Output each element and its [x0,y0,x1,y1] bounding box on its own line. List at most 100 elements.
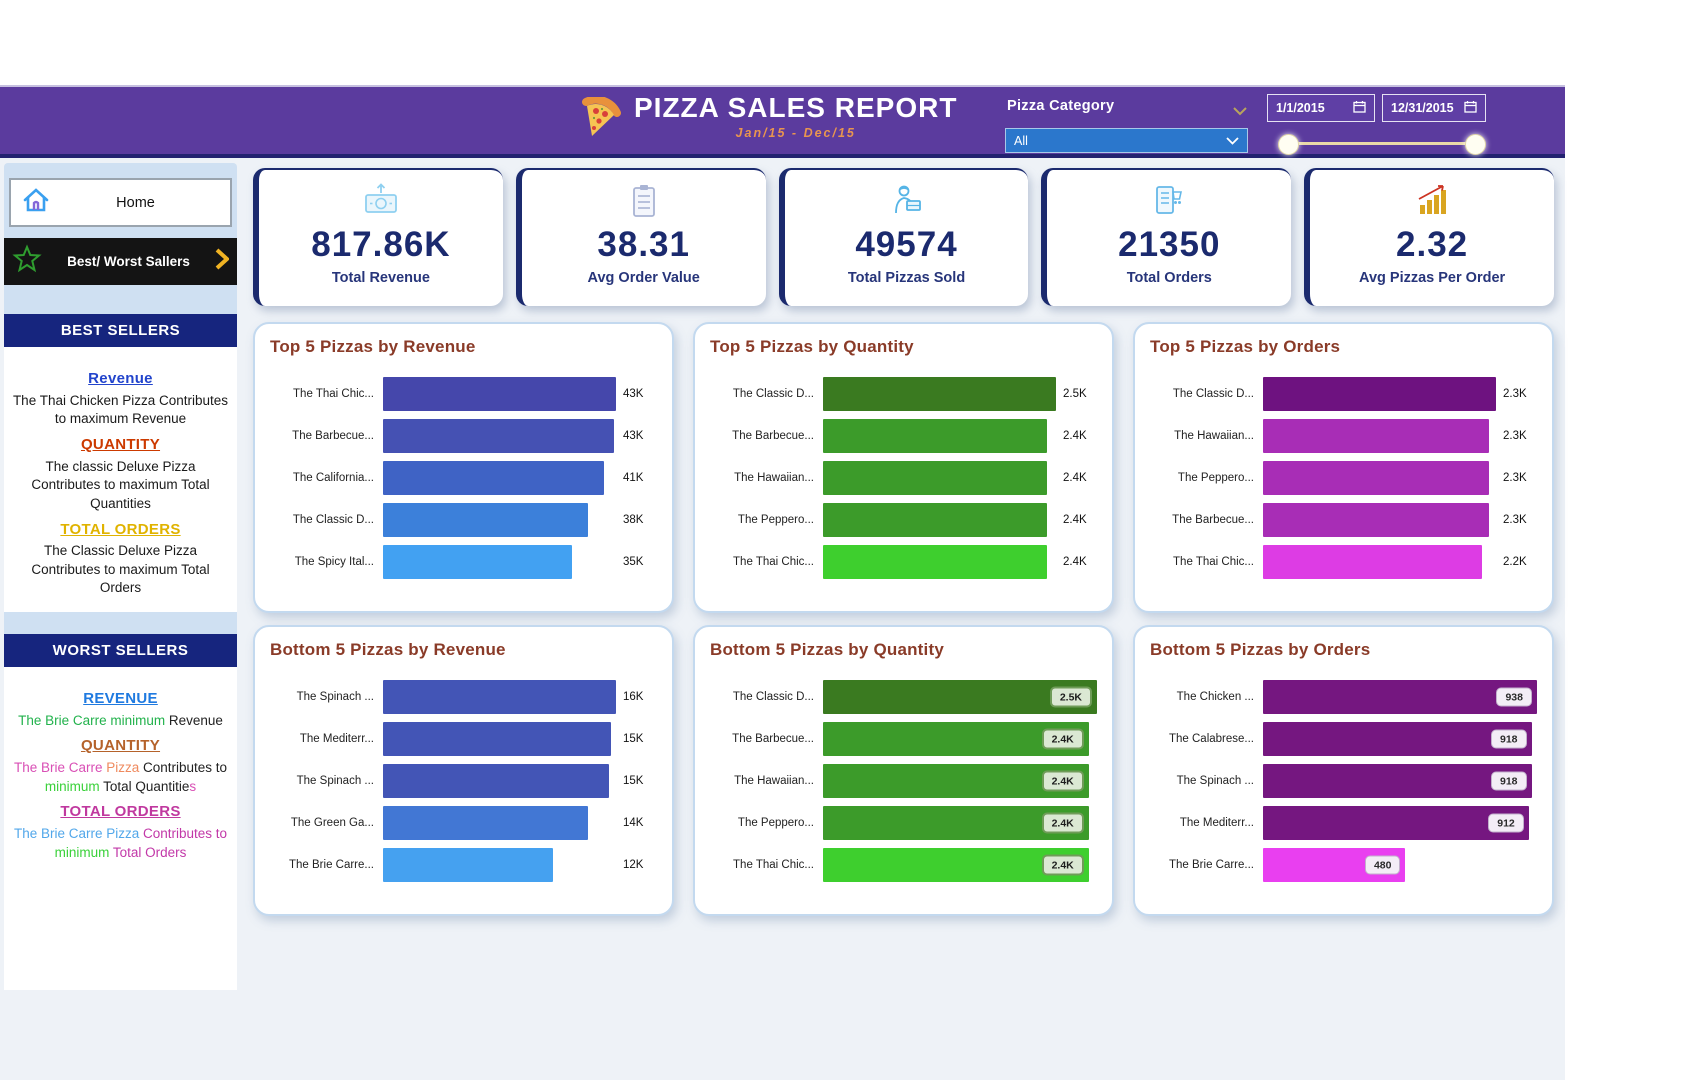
best-sellers-header: BEST SELLERS [4,314,237,347]
home-button[interactable]: Home [9,178,232,227]
calendar-icon[interactable] [1464,100,1477,116]
bar[interactable] [1263,419,1489,453]
bar[interactable] [383,503,589,537]
bar[interactable] [383,722,612,756]
bar-category-label: The Chicken ... [1176,691,1254,703]
bar[interactable]: 2.4K [823,722,1089,756]
kpi-avg-pizzas-per-order[interactable]: 2.32 Avg Pizzas Per Order [1304,168,1554,306]
bar[interactable] [823,419,1047,453]
report-header: PIZZA SALES REPORT Jan/15 - Dec/15 Pizza… [0,85,1565,158]
worst-quantity-title: QUANTITY [80,737,161,755]
best-orders-title: TOTAL ORDERS [60,520,181,538]
kpi-label: Avg Pizzas Per Order [1359,270,1506,287]
chart-grid: Top 5 Pizzas by Revenue The Thai Chic...… [253,322,1554,916]
bar[interactable]: 480 [1263,848,1406,882]
pizza-category-dropdown[interactable]: All [1005,128,1248,153]
best-worst-sellers-button[interactable]: Best/ Worst Sallers [4,238,237,285]
chart-row: The California... 41K [270,461,657,495]
kpi-total-revenue[interactable]: 817.86K Total Revenue [253,168,503,306]
kpi-total-pizzas-sold[interactable]: 49574 Total Pizzas Sold [778,168,1029,306]
bar-value-label: 14K [623,817,644,829]
bar[interactable] [383,806,589,840]
bar-track [383,680,616,714]
bar[interactable] [383,680,616,714]
bar-category-label: The Brie Carre... [289,859,374,871]
bar-category-label: The Green Ga... [290,817,374,829]
bar[interactable] [1263,461,1489,495]
date-range-slider[interactable] [1278,133,1486,155]
order-list-icon [1047,183,1291,225]
bar[interactable] [383,419,614,453]
bar[interactable] [383,545,572,579]
bar-category-label: The California... [292,472,374,484]
bar-value-label: 35K [623,556,644,568]
bar-value-label: 2.4K [1063,556,1087,568]
bar[interactable] [383,461,605,495]
bar[interactable] [823,461,1047,495]
bar[interactable] [383,764,609,798]
bar-category-label: The Thai Chic... [733,556,814,568]
chart-top5-revenue: Top 5 Pizzas by Revenue The Thai Chic...… [253,322,674,613]
bar-category-label: The Spinach ... [296,775,374,787]
bar[interactable]: 2.5K [823,680,1097,714]
chart-title: Bottom 5 Pizzas by Orders [1150,640,1371,659]
chart-row: The Spinach ... 16K [270,680,657,714]
bar-track [823,461,1056,495]
bar[interactable] [1263,503,1489,537]
chart-row: The Calabrese... 918 [1150,722,1537,756]
bar[interactable] [823,503,1047,537]
kpi-label: Total Revenue [331,270,430,287]
calendar-icon[interactable] [1353,100,1366,116]
slicer-menu-chevron-icon[interactable] [1233,103,1247,121]
bar-category-label: The Brie Carre... [1169,859,1254,871]
bar[interactable]: 918 [1263,764,1532,798]
bar-track: 918 [1263,722,1537,756]
title-block: PIZZA SALES REPORT Jan/15 - Dec/15 [578,92,957,144]
bar[interactable] [1263,545,1483,579]
bar[interactable] [823,545,1047,579]
chevron-right-icon [215,248,230,275]
chart-row: The Thai Chic... 2.4K [710,848,1097,882]
chart-title: Top 5 Pizzas by Quantity [710,337,914,356]
date-to-input[interactable]: 12/31/2015 [1382,94,1486,122]
date-from-value: 1/1/2015 [1276,101,1325,115]
bar-category-label: The Mediterr... [299,733,374,745]
best-revenue-text: The Thai Chicken Pizza Contributes to ma… [12,392,229,427]
bar-track: 480 [1263,848,1537,882]
bar-category-label: The Barbecue... [732,430,814,442]
date-from-input[interactable]: 1/1/2015 [1267,94,1375,122]
bar[interactable] [823,377,1056,411]
kpi-total-orders[interactable]: 21350 Total Orders [1041,168,1292,306]
bar-track [383,545,616,579]
bar[interactable]: 2.4K [823,764,1089,798]
bar-value-pill: 2.4K [1041,770,1084,792]
bar-category-label: The Thai Chic... [1173,556,1254,568]
chart-row: The Spicy Ital... 35K [270,545,657,579]
bar-track [1263,545,1496,579]
bar[interactable]: 2.4K [823,848,1089,882]
bar-value-label: 2.4K [1063,514,1087,526]
bar-category-label: The Hawaiian... [734,775,814,787]
bar[interactable]: 2.4K [823,806,1089,840]
slider-handle-end[interactable] [1465,133,1486,155]
kpi-avg-order-value[interactable]: 38.31 Avg Order Value [515,168,766,306]
bar-track [1263,419,1496,453]
bar-category-label: The Classic D... [732,388,814,400]
pizza-category-value: All [1014,133,1028,148]
bar[interactable] [383,848,554,882]
bar[interactable]: 938 [1263,680,1537,714]
chart-row: The Green Ga... 14K [270,806,657,840]
chart-row: The Spinach ... 918 [1150,764,1537,798]
bar-category-label: The Barbecue... [732,733,814,745]
slider-handle-start[interactable] [1278,133,1299,155]
bar-category-label: The Mediterr... [1179,817,1254,829]
worst-sellers-panel: REVENUE The Brie Carre minimum Revenue Q… [4,667,237,990]
bar[interactable]: 912 [1263,806,1529,840]
bar[interactable] [1263,377,1496,411]
bar-value-label: 41K [623,472,644,484]
bar[interactable] [383,377,616,411]
bar-value-pill: 918 [1490,771,1527,791]
bar-track [823,545,1056,579]
bar-category-label: The Calabrese... [1168,733,1254,745]
bar[interactable]: 918 [1263,722,1532,756]
